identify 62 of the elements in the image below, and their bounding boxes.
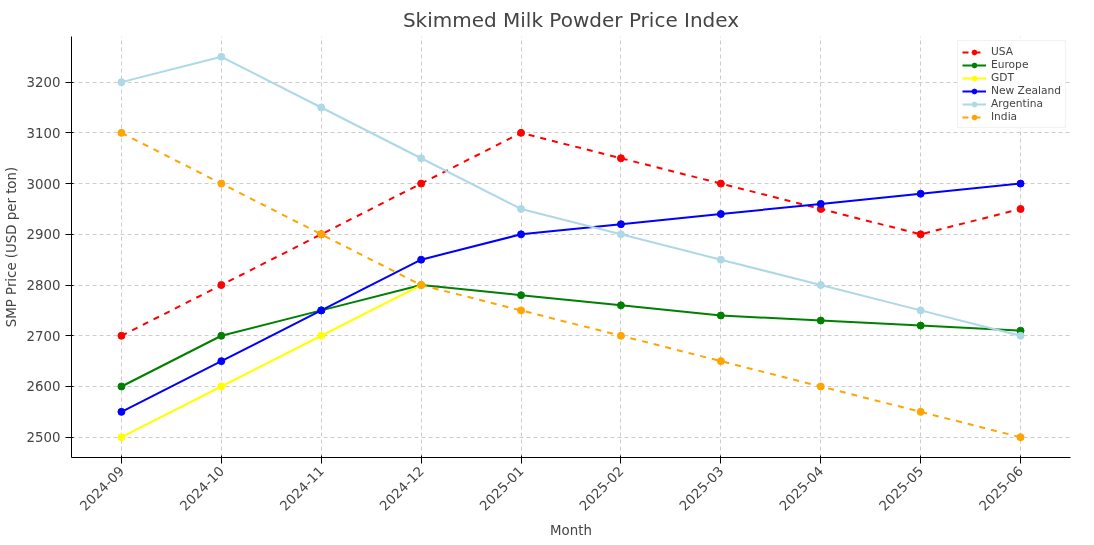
point: [517, 230, 526, 239]
point: [916, 407, 925, 416]
point: [217, 179, 226, 188]
point: [816, 316, 825, 325]
chart-title: Skimmed Milk Powder Price Index: [402, 7, 740, 32]
point: [616, 331, 625, 340]
legend-label: Argentina: [990, 97, 1043, 110]
point: [117, 331, 126, 340]
point: [517, 291, 526, 300]
y-tick-label: 3200: [26, 75, 61, 91]
point: [217, 331, 226, 340]
point: [217, 357, 226, 366]
y-tick-label: 3100: [26, 125, 61, 141]
point: [716, 311, 725, 320]
point: [716, 255, 725, 264]
point: [716, 179, 725, 188]
point: [417, 255, 426, 264]
legend-label: GDT: [990, 71, 1014, 84]
point: [117, 433, 126, 442]
y-tick-label: 2700: [26, 328, 61, 344]
point: [916, 189, 925, 198]
point: [816, 281, 825, 290]
point: [616, 301, 625, 310]
point: [816, 382, 825, 391]
point: [117, 407, 126, 416]
point: [217, 52, 226, 61]
point: [217, 281, 226, 290]
y-tick-label: 2500: [26, 430, 61, 446]
point: [616, 230, 625, 239]
point: [616, 220, 625, 229]
point: [1016, 204, 1025, 213]
point: [117, 78, 126, 87]
point: [517, 306, 526, 315]
legend-label: New Zealand: [990, 84, 1061, 97]
point: [317, 331, 326, 340]
point: [117, 128, 126, 137]
point: [117, 382, 126, 391]
point: [716, 210, 725, 219]
legend-label: India: [990, 110, 1018, 123]
point: [916, 321, 925, 330]
legend-label: USA: [990, 45, 1014, 58]
x-axis-title: Month: [550, 522, 592, 538]
point: [916, 306, 925, 315]
point: [1016, 331, 1025, 340]
y-tick-label: 2600: [26, 379, 61, 395]
y-tick-label: 2800: [26, 278, 61, 294]
point: [716, 357, 725, 366]
point: [816, 199, 825, 208]
legend-label: Europe: [990, 58, 1029, 71]
y-axis-title: SMP Price (USD per ton): [3, 166, 19, 328]
point: [517, 204, 526, 213]
point: [1016, 433, 1025, 442]
y-tick-label: 2900: [26, 227, 61, 243]
point: [616, 154, 625, 163]
point: [417, 179, 426, 188]
point: [417, 154, 426, 163]
y-tick-label: 3000: [26, 176, 61, 192]
point: [1016, 179, 1025, 188]
point: [217, 382, 226, 391]
point: [517, 128, 526, 137]
point: [916, 230, 925, 239]
point: [317, 103, 326, 112]
